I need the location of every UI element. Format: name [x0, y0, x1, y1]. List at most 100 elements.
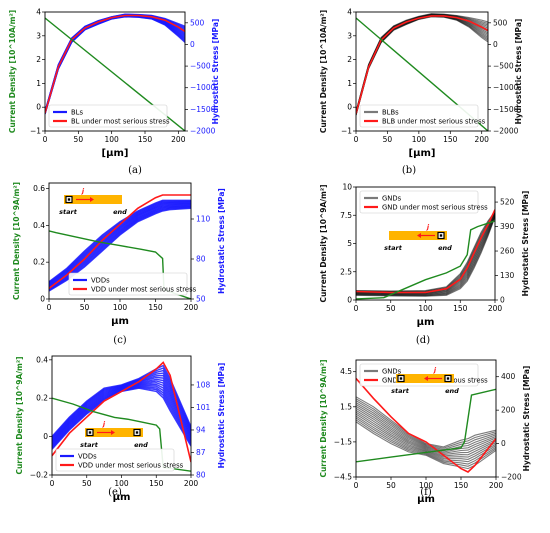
y-left-axis-label: Current Density [10^10A/m²] — [8, 10, 17, 133]
y-right-tick-label: 520 — [500, 198, 515, 207]
x-tick-label: 200 — [489, 481, 504, 490]
stress-series-line — [356, 419, 496, 467]
y-left-tick-label: 10 — [342, 183, 352, 192]
stress-series-line — [356, 415, 496, 463]
y-left-tick-label: 1 — [36, 79, 41, 88]
y-right-tick-label: −2000 — [190, 127, 216, 136]
y-right-tick-label: −2000 — [493, 127, 519, 136]
y-left-tick-label: 0 — [43, 432, 48, 441]
legend-entry: GNDs — [382, 368, 402, 376]
legend-entry: VDD under most serious stress — [78, 462, 184, 470]
y-left-tick-label: 2 — [347, 55, 352, 64]
stress-series-line — [356, 404, 496, 453]
legend-entry: VDDs — [91, 277, 110, 285]
y-left-axis-label: Current Density [10^9A/m²] — [15, 356, 24, 474]
y-right-tick-label: 500 — [493, 18, 508, 27]
stress-series-line — [45, 15, 185, 114]
y-right-tick-label: 80 — [196, 255, 206, 264]
y-right-tick-label: 94 — [196, 425, 206, 434]
stress-series-line — [49, 207, 191, 291]
y-right-tick-label: −500 — [493, 62, 514, 71]
chart-panel-b: 0 50 100 150 200−101234−2000−1500−1000−50005… — [319, 8, 523, 177]
x-tick-label: 0 — [47, 303, 52, 312]
y-left-axis-label: Current Density [10^9A/m²] — [319, 359, 328, 477]
y-left-tick-label: −1.5 — [334, 437, 352, 446]
stress-series-line — [45, 14, 185, 113]
current-density-line — [356, 220, 495, 300]
x-tick-label: 150 — [148, 303, 163, 312]
y-left-tick-label: 0.4 — [36, 355, 48, 364]
panel-caption: (e) — [108, 487, 122, 498]
x-tick-label: 50 — [386, 304, 396, 313]
worst-stress-line — [356, 377, 496, 473]
stress-series-line — [356, 13, 488, 112]
stress-series-line — [356, 413, 496, 460]
stress-series-line — [356, 13, 488, 113]
x-axis-label: μm — [417, 494, 435, 505]
wire-inset: j start end — [391, 366, 459, 395]
current-density-line — [52, 397, 191, 472]
inset-start-label: start — [80, 441, 99, 449]
y-left-tick-label: 2 — [36, 55, 41, 64]
y-right-tick-label: 110 — [196, 215, 211, 224]
y-left-tick-label: −1 — [30, 127, 41, 136]
x-tick-label: 0 — [50, 479, 55, 488]
y-right-tick-label: 0 — [501, 439, 506, 448]
y-right-tick-label: 130 — [500, 271, 515, 280]
chart-panel-c: 0 50 100 150 200 0 0.2 0.4 0.6 50 80 110 μm Current D… — [12, 182, 226, 346]
y-right-tick-label: 50 — [196, 295, 206, 304]
inset-end-label: end — [438, 244, 452, 252]
current-symbol: j — [426, 223, 430, 231]
legend-entry: BLs — [71, 109, 83, 117]
y-right-axis-label: Hydrostatic Stress [MPa] — [514, 19, 523, 125]
x-tick-label: 50 — [74, 135, 84, 144]
stress-series-line — [356, 14, 488, 114]
stress-series-line — [45, 13, 185, 112]
y-left-tick-label: 1 — [347, 79, 352, 88]
x-axis-label: [μm] — [102, 148, 129, 159]
y-left-tick-label: 0 — [347, 103, 352, 112]
y-right-axis-label: Hydrostatic Stress [MPa] — [521, 191, 530, 297]
y-right-tick-label: −1500 — [493, 105, 519, 114]
wire-inset: j start end — [80, 420, 148, 449]
panel-caption: (d) — [416, 335, 430, 346]
x-tick-label: 100 — [114, 479, 129, 488]
stress-series-line — [356, 398, 496, 449]
x-axis-label: μm — [113, 492, 131, 503]
stress-series-line — [356, 15, 488, 115]
y-left-tick-label: 0 — [36, 103, 41, 112]
x-tick-label: 50 — [82, 479, 92, 488]
stress-series-line — [49, 205, 191, 289]
inset-start-label: start — [384, 244, 403, 252]
stress-series-line — [356, 409, 496, 457]
x-tick-label: 50 — [383, 135, 393, 144]
x-axis-label: μm — [417, 317, 435, 328]
x-tick-label: 150 — [453, 304, 468, 313]
y-right-tick-label: −1500 — [190, 105, 216, 114]
stress-series-line — [356, 15, 488, 115]
y-right-tick-label: 0 — [500, 296, 505, 305]
y-left-tick-label: 4.5 — [340, 367, 352, 376]
stress-series-line — [356, 421, 496, 470]
x-tick-label: 0 — [354, 481, 359, 490]
y-left-tick-label: 4 — [347, 8, 352, 17]
y-right-tick-label: 101 — [196, 403, 211, 412]
y-right-axis-label: Hydrostatic Stress [MPa] — [522, 366, 531, 472]
stress-series-line — [49, 202, 191, 286]
y-right-tick-label: 0 — [190, 40, 195, 49]
panel-caption: (b) — [402, 165, 416, 176]
y-left-axis-label: Current Density [10^10A/m²] — [319, 10, 328, 133]
x-tick-label: 200 — [184, 479, 199, 488]
inset-end-label: end — [445, 387, 459, 395]
legend-entry: GND under most serious stress — [382, 204, 488, 212]
y-left-tick-label: 2.5 — [340, 267, 352, 276]
stress-series-line — [356, 396, 496, 448]
y-left-tick-label: 3 — [347, 31, 352, 40]
current-symbol: j — [433, 366, 437, 374]
stress-series-line — [45, 14, 185, 113]
y-left-axis-label: Current Density [10^9A/m²] — [12, 182, 21, 300]
stress-series-line — [49, 202, 191, 286]
x-tick-label: 200 — [184, 303, 199, 312]
